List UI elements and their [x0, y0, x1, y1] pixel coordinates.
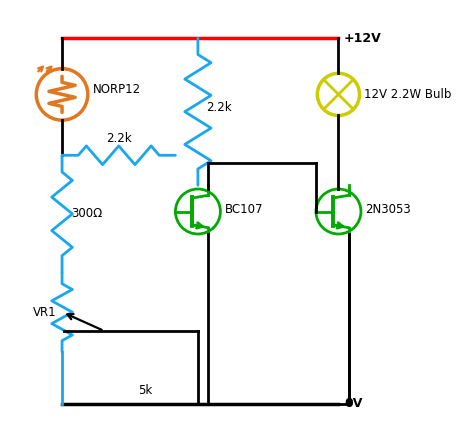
Text: 12V 2.2W Bulb: 12V 2.2W Bulb	[364, 88, 452, 101]
Text: +12V: +12V	[344, 32, 382, 45]
Text: 300Ω: 300Ω	[72, 207, 103, 220]
Text: 0V: 0V	[344, 397, 363, 410]
Text: NORP12: NORP12	[92, 83, 141, 96]
Text: 2N3053: 2N3053	[365, 203, 411, 216]
Text: 2.2k: 2.2k	[206, 101, 232, 113]
Text: 2.2k: 2.2k	[106, 132, 132, 145]
Text: BC107: BC107	[225, 203, 264, 216]
Text: 5k: 5k	[138, 384, 152, 396]
Text: VR1: VR1	[33, 306, 56, 319]
